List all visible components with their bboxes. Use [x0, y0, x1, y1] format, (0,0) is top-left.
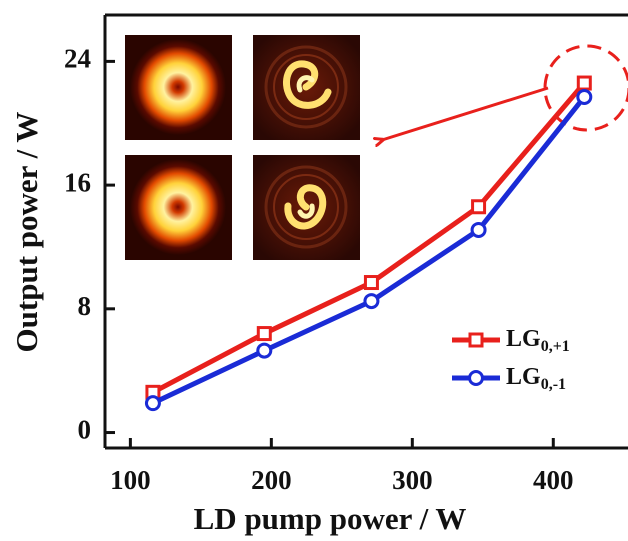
legend-label: LG0,+1: [506, 326, 570, 355]
marker: [473, 201, 485, 213]
chart: LD pump power / W Output power / W 0 8 16 2…: [0, 0, 628, 541]
marker: [146, 397, 159, 410]
marker: [365, 277, 377, 289]
marker: [258, 344, 271, 357]
inset-donut: [130, 39, 226, 135]
arrow: [382, 88, 548, 140]
inset-donut: [130, 159, 226, 255]
marker: [578, 77, 590, 89]
legend-subscript: 0,-1: [541, 376, 566, 393]
x-tick-label: 300: [392, 465, 433, 495]
x-axis-label: LD pump power / W: [194, 501, 467, 536]
y-axis-label: Output power / W: [9, 112, 44, 353]
y-tick-label: 24: [64, 44, 91, 74]
y-tick-label: 8: [78, 291, 92, 321]
x-tick-label: 100: [110, 465, 151, 495]
y-tick-label: 16: [64, 167, 91, 197]
marker: [578, 90, 591, 103]
marker: [472, 223, 485, 236]
x-tick-label: 400: [533, 465, 574, 495]
marker: [365, 295, 378, 308]
legend-label: LG0,-1: [506, 364, 566, 393]
legend-subscript: 0,+1: [541, 338, 570, 355]
legend-name: LG: [506, 364, 541, 390]
legend-name: LG: [506, 326, 541, 352]
marker: [258, 328, 270, 340]
legend-marker: [470, 372, 483, 385]
insets: [125, 35, 360, 260]
legend-marker: [470, 334, 482, 346]
x-tick-label: 200: [251, 465, 292, 495]
y-tick-label: 0: [78, 415, 92, 445]
